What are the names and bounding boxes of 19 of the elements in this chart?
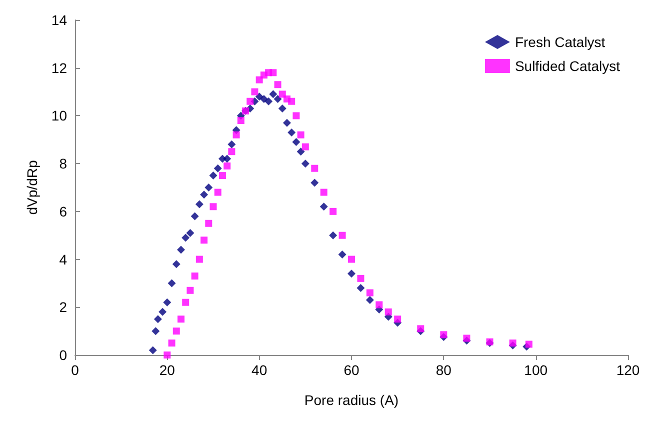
y-tick-label: 4: [59, 251, 68, 268]
x-tick-label: 40: [252, 362, 268, 378]
x-tick-label: 100: [524, 362, 548, 378]
legend-label: Fresh Catalyst: [514, 34, 606, 50]
y-tick-label: 6: [59, 203, 68, 220]
y-tick-label: 8: [59, 156, 68, 172]
x-tick-label: 20: [159, 362, 176, 378]
x-axis-title: Pore radius (A): [304, 392, 399, 408]
x-tick-label: 80: [436, 362, 452, 378]
y-tick-label: 10: [51, 108, 68, 124]
y-tick-label: 12: [51, 60, 68, 76]
y-tick-label: 14: [51, 12, 68, 28]
y-axis-title: dVp/dRp: [24, 160, 40, 215]
x-tick-label: 120: [616, 362, 640, 378]
x-tick-label: 0: [71, 362, 80, 378]
legend-label: Sulfided Catalyst: [514, 58, 620, 74]
x-tick-label: 60: [344, 362, 360, 378]
y-tick-label: 2: [59, 299, 68, 316]
y-tick-label: 0: [59, 347, 68, 363]
